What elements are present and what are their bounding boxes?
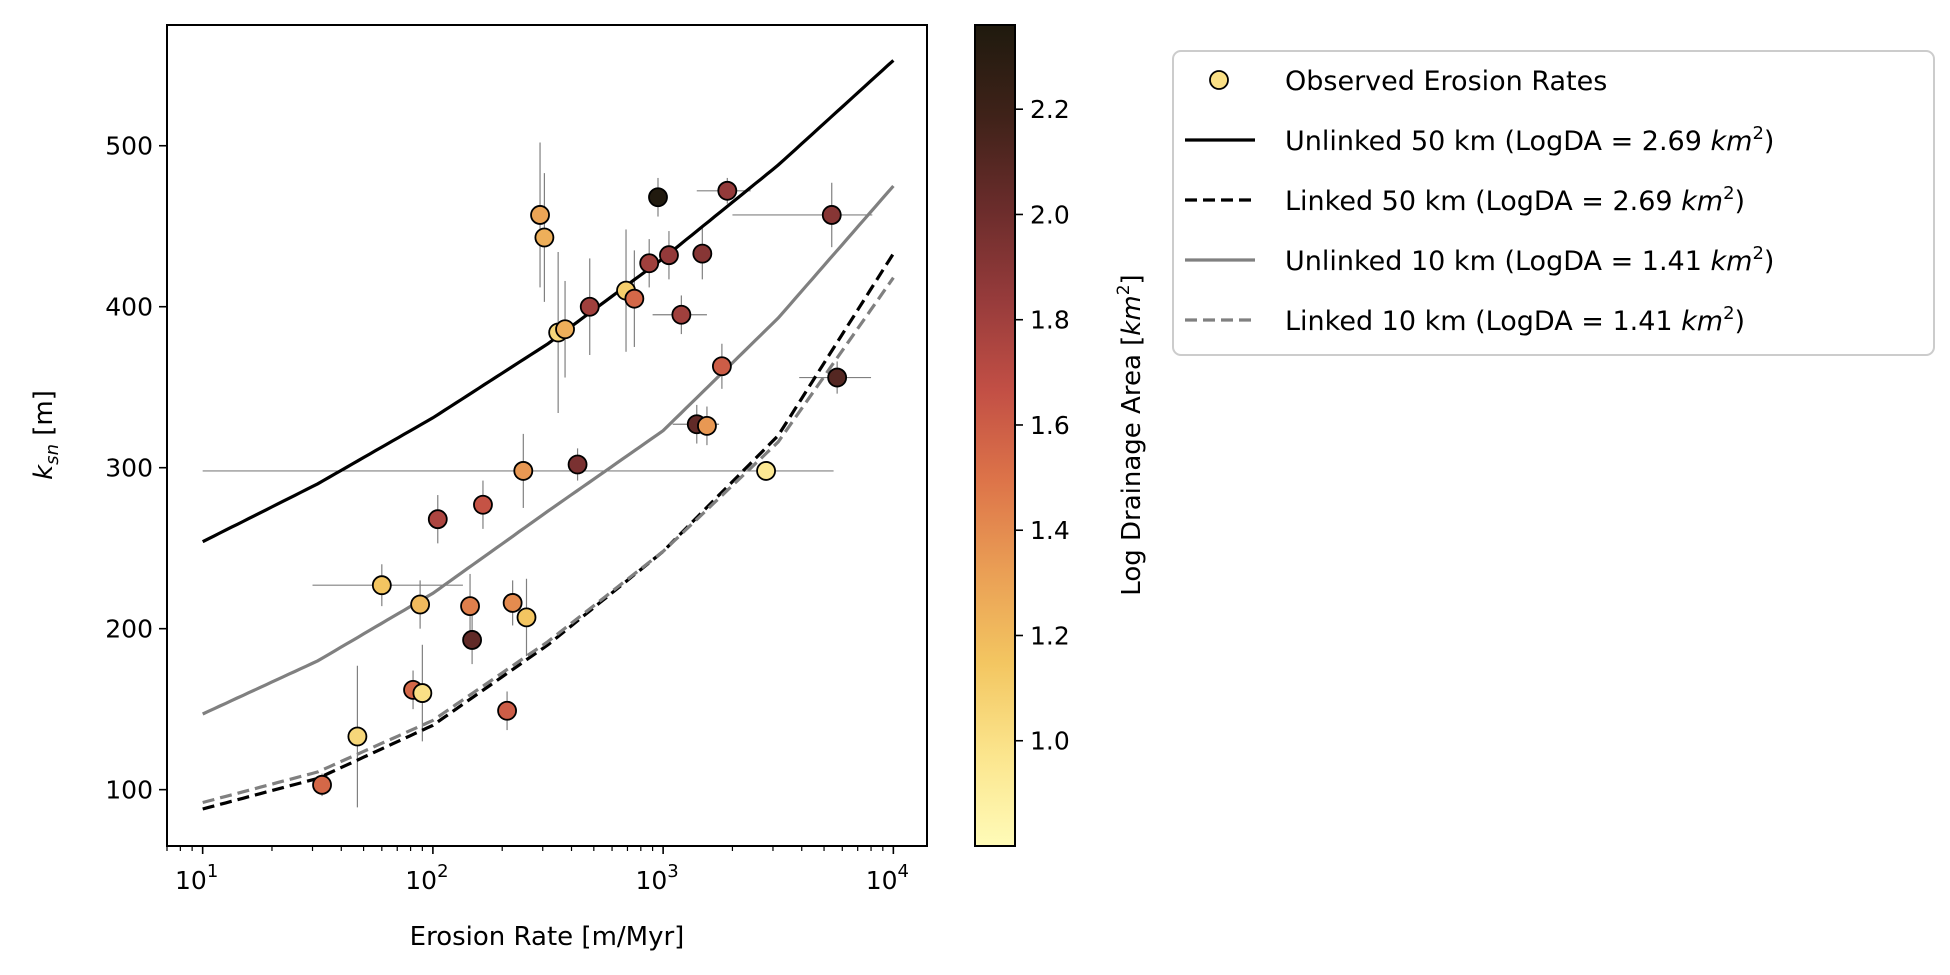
observed-points	[312, 180, 848, 795]
data-point-29	[697, 415, 717, 436]
fit-line-3	[202, 276, 895, 805]
data-point-24	[648, 187, 668, 208]
y-axis: 100 200 300 400 500	[105, 132, 167, 805]
legend-label-0: Observed Erosion Rates	[1285, 66, 1607, 97]
y-axis-label-suffix: [m]	[29, 390, 59, 444]
plot-frame	[166, 24, 928, 847]
data-point-32	[821, 205, 842, 225]
colorbar-label-exp: 2	[1114, 284, 1134, 295]
data-point-17	[555, 319, 575, 340]
data-point-31	[717, 180, 738, 201]
colorbar-tick-label-1: 1.2	[1030, 621, 1070, 650]
colorbar-label-close: ]	[1117, 274, 1147, 284]
data-point-0	[312, 774, 332, 795]
colorbar-tick-label-6: 2.2	[1030, 95, 1070, 124]
colorbar-fill	[974, 24, 1016, 847]
legend-marker-0	[1209, 70, 1229, 90]
data-point-12	[513, 461, 534, 481]
data-point-5	[412, 683, 433, 703]
legend-label-2: Linked 50 km (LogDA = 2.69 km2)	[1285, 183, 1745, 217]
fit-line-2	[202, 184, 895, 716]
colorbar-label: Log Drainage Area [km2]	[1114, 274, 1147, 595]
data-point-7	[460, 596, 480, 617]
colorbar-tick-label-3: 1.6	[1030, 411, 1070, 440]
data-point-28	[692, 243, 713, 264]
data-point-30	[711, 356, 732, 377]
data-point-26	[671, 304, 692, 325]
data-point-14	[530, 205, 550, 225]
colorbar-tick-label-2: 1.4	[1030, 516, 1070, 545]
data-point-18	[567, 454, 588, 475]
fit-line-0	[201, 59, 895, 544]
data-point-11	[502, 593, 523, 613]
data-point-25	[659, 245, 679, 266]
data-point-1	[347, 726, 368, 747]
data-point-8	[462, 630, 482, 650]
data-point-10	[497, 700, 517, 721]
colorbar-tick-label-4: 1.8	[1030, 306, 1070, 335]
y-tick-label-2: 300	[105, 454, 153, 483]
x-tick-label-1: 102	[405, 861, 448, 895]
data-point-22	[624, 288, 645, 309]
legend: Observed Erosion Rates Unlinked 50 km (Lo…	[1172, 50, 1935, 356]
y-tick-label-3: 400	[105, 293, 153, 322]
y-axis-label-base: k	[29, 464, 59, 480]
x-axis-label: Erosion Rate [m/Myr]	[410, 922, 685, 952]
colorbar: 1.0 1.2 1.4 1.6 1.8 2.0 2.2 Log Drainage Area …	[974, 24, 1147, 847]
legend-label-3: Unlinked 10 km (LogDA = 1.41 km2)	[1285, 243, 1774, 277]
data-point-20	[579, 296, 600, 317]
legend-label-4: Linked 10 km (LogDA = 1.41 km2)	[1285, 303, 1745, 337]
fit-line-1	[202, 252, 895, 811]
colorbar-tick-label-0: 1.0	[1030, 727, 1070, 756]
colorbar-ticks: 1.0 1.2 1.4 1.6 1.8 2.0 2.2	[1015, 95, 1070, 756]
y-tick-label-4: 500	[105, 132, 153, 161]
data-point-2	[371, 575, 392, 596]
data-point-13	[516, 607, 537, 628]
data-point-9	[473, 494, 493, 515]
data-point-23	[639, 253, 660, 274]
colorbar-label-unit: km	[1117, 295, 1147, 335]
y-axis-label: ksn [m]	[29, 390, 63, 480]
y-tick-label-0: 100	[105, 776, 153, 805]
data-point-33	[827, 367, 848, 388]
x-tick-label-2: 103	[635, 861, 678, 895]
x-tick-label-3: 104	[866, 861, 909, 895]
data-point-15	[534, 227, 555, 248]
x-tick-label-0: 101	[175, 861, 218, 895]
plot-area	[166, 24, 928, 847]
legend-frame	[1172, 50, 1935, 356]
data-point-3	[410, 594, 431, 615]
x-axis: 101 102 103 104	[166, 846, 909, 895]
fit-lines	[201, 59, 895, 811]
data-point-6	[427, 509, 448, 530]
legend-label-1: Unlinked 50 km (LogDA = 2.69 km2)	[1285, 123, 1774, 157]
y-tick-label-1: 200	[105, 615, 153, 644]
colorbar-label-text: Log Drainage Area [	[1117, 336, 1147, 596]
data-point-19	[756, 461, 776, 481]
y-axis-label-sub: sn	[42, 444, 63, 465]
colorbar-tick-label-5: 2.0	[1030, 200, 1070, 229]
